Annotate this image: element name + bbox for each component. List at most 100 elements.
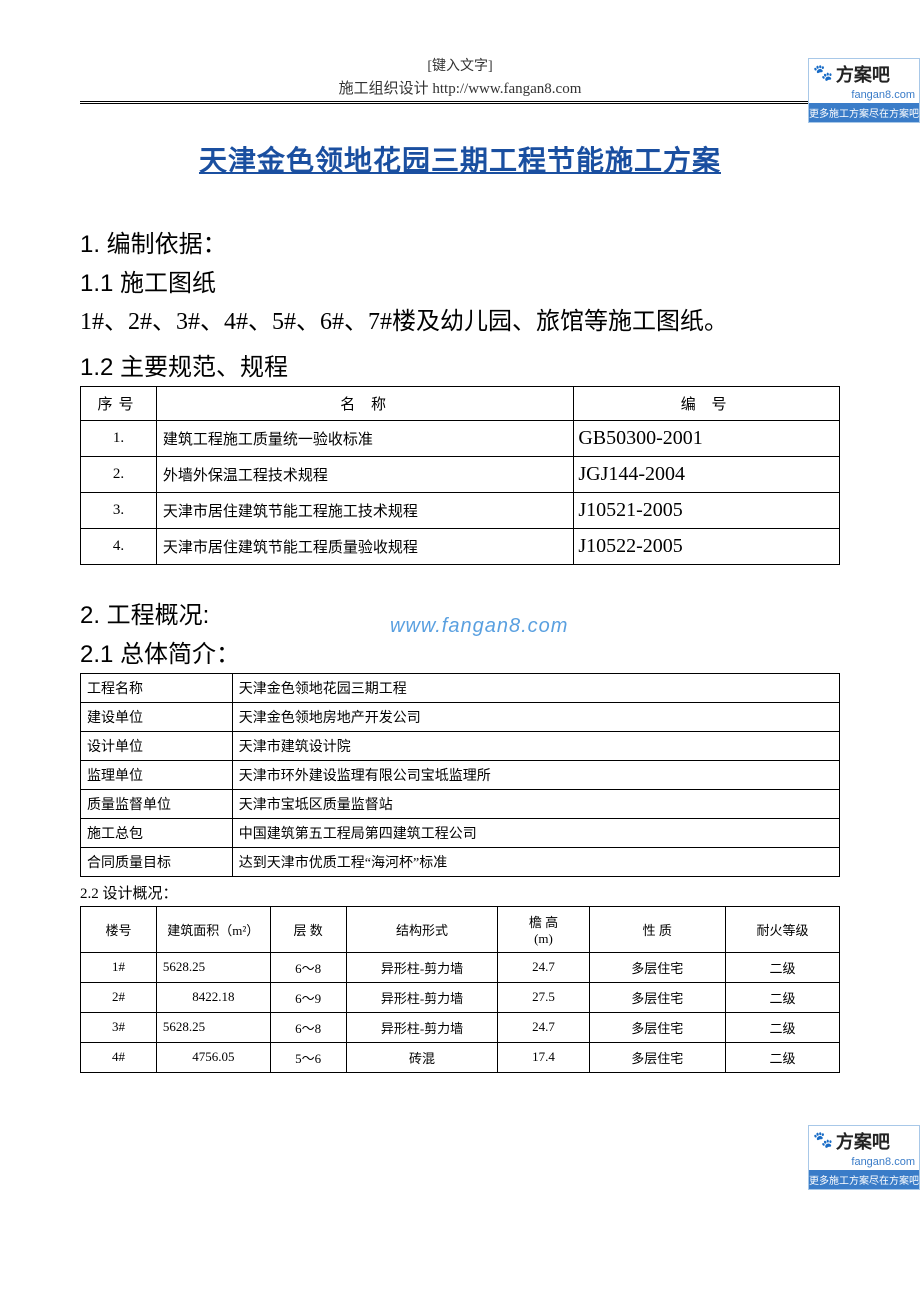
table-row: 1# 5628.25 6～8 异形柱-剪力墙 24.7 多层住宅 二级 bbox=[81, 952, 840, 982]
cell-name: 外墙外保温工程技术规程 bbox=[156, 456, 573, 492]
cell-seq: 1. bbox=[81, 420, 157, 456]
spec-table: 序号 名 称 编 号 1. 建筑工程施工质量统一验收标准 GB50300-200… bbox=[80, 386, 840, 565]
logo-top-row: 🐾 方案吧 bbox=[809, 59, 919, 89]
cell: 砖混 bbox=[346, 1042, 498, 1072]
info-label: 施工总包 bbox=[81, 818, 233, 847]
cell: 多层住宅 bbox=[589, 952, 726, 982]
info-label: 监理单位 bbox=[81, 760, 233, 789]
design-overview-table: 楼号 建筑面积（m²） 层 数 结构形式 檐 高 (m) 性 质 耐火等级 1#… bbox=[80, 906, 840, 1073]
cell: 1# bbox=[81, 952, 157, 982]
table-row: 2# 8422.18 6～9 异形柱-剪力墙 27.5 多层住宅 二级 bbox=[81, 982, 840, 1012]
info-label: 建设单位 bbox=[81, 702, 233, 731]
cell-code: J10521-2005 bbox=[574, 492, 840, 528]
logo-domain: fangan8.com bbox=[809, 1156, 919, 1170]
col-code-header: 编 号 bbox=[574, 386, 840, 420]
section-1-1-heading: 1.1 施工图纸 bbox=[80, 263, 840, 298]
section-1-1-body: 1#、2#、3#、4#、5#、6#、7#楼及幼儿园、旅馆等施工图纸。 bbox=[80, 302, 840, 343]
table-row: 工程名称天津金色领地花园三期工程 bbox=[81, 673, 840, 702]
cell: 二级 bbox=[726, 1012, 840, 1042]
table-row: 1. 建筑工程施工质量统一验收标准 GB50300-2001 bbox=[81, 420, 840, 456]
watermark-text: www.fangan8.com bbox=[390, 615, 568, 638]
cell: 多层住宅 bbox=[589, 982, 726, 1012]
table-header-row: 楼号 建筑面积（m²） 层 数 结构形式 檐 高 (m) 性 质 耐火等级 bbox=[81, 906, 840, 952]
table-row: 2. 外墙外保温工程技术规程 JGJ144-2004 bbox=[81, 456, 840, 492]
cell-name: 天津市居住建筑节能工程质量验收规程 bbox=[156, 528, 573, 564]
page-header: [键入文字] 施工组织设计 http://www.fangan8.com bbox=[80, 55, 840, 104]
table-row: 监理单位天津市环外建设监理有限公司宝坻监理所 bbox=[81, 760, 840, 789]
table-row: 3# 5628.25 6～8 异形柱-剪力墙 24.7 多层住宅 二级 bbox=[81, 1012, 840, 1042]
logo-domain: fangan8.com bbox=[809, 89, 919, 103]
cell: 4# bbox=[81, 1042, 157, 1072]
info-value: 天津金色领地花园三期工程 bbox=[232, 673, 839, 702]
table-row: 4. 天津市居住建筑节能工程质量验收规程 J10522-2005 bbox=[81, 528, 840, 564]
cell: 二级 bbox=[726, 1042, 840, 1072]
col-header: 耐火等级 bbox=[726, 906, 840, 952]
cell-name: 天津市居住建筑节能工程施工技术规程 bbox=[156, 492, 573, 528]
section-2-2-heading: 2.2 设计概况： bbox=[80, 882, 840, 903]
section-1-2-heading: 1.2 主要规范、规程 bbox=[80, 347, 840, 382]
cell: 6～9 bbox=[270, 982, 346, 1012]
cell-seq: 2. bbox=[81, 456, 157, 492]
project-info-table: 工程名称天津金色领地花园三期工程 建设单位天津金色领地房地产开发公司 设计单位天… bbox=[80, 673, 840, 877]
paw-icon: 🐾 bbox=[813, 1133, 833, 1149]
cell: 5628.25 bbox=[156, 1012, 270, 1042]
cell: 4756.05 bbox=[156, 1042, 270, 1072]
cell: 二级 bbox=[726, 952, 840, 982]
site-logo-top: 🐾 方案吧 fangan8.com 更多施工方案尽在方案吧 bbox=[808, 58, 920, 123]
document-page: [键入文字] 施工组织设计 http://www.fangan8.com 🐾 方… bbox=[0, 0, 920, 1113]
cell-seq: 3. bbox=[81, 492, 157, 528]
document-title: 天津金色领地花园三期工程节能施工方案 bbox=[80, 139, 840, 179]
col-header: 性 质 bbox=[589, 906, 726, 952]
cell: 异形柱-剪力墙 bbox=[346, 952, 498, 982]
cell: 多层住宅 bbox=[589, 1012, 726, 1042]
table-row: 设计单位天津市建筑设计院 bbox=[81, 731, 840, 760]
info-value: 天津金色领地房地产开发公司 bbox=[232, 702, 839, 731]
cell: 24.7 bbox=[498, 1012, 589, 1042]
cell: 27.5 bbox=[498, 982, 589, 1012]
section-2-1-heading: 2.1 总体简介： bbox=[80, 634, 840, 669]
paw-icon: 🐾 bbox=[813, 66, 833, 82]
cell: 17.4 bbox=[498, 1042, 589, 1072]
info-value: 达到天津市优质工程“海河杯”标准 bbox=[232, 847, 839, 876]
info-value: 中国建筑第五工程局第四建筑工程公司 bbox=[232, 818, 839, 847]
info-value: 天津市宝坻区质量监督站 bbox=[232, 789, 839, 818]
col-header: 层 数 bbox=[270, 906, 346, 952]
table-row: 建设单位天津金色领地房地产开发公司 bbox=[81, 702, 840, 731]
logo-tagline: 更多施工方案尽在方案吧 bbox=[809, 103, 919, 122]
col-header: 建筑面积（m²） bbox=[156, 906, 270, 952]
table-row: 4# 4756.05 5～6 砖混 17.4 多层住宅 二级 bbox=[81, 1042, 840, 1072]
info-value: 天津市环外建设监理有限公司宝坻监理所 bbox=[232, 760, 839, 789]
cell: 6～8 bbox=[270, 952, 346, 982]
col-header: 结构形式 bbox=[346, 906, 498, 952]
header-line: 施工组织设计 http://www.fangan8.com bbox=[80, 77, 840, 98]
cell: 24.7 bbox=[498, 952, 589, 982]
logo-tagline: 更多施工方案尽在方案吧 bbox=[809, 1170, 919, 1189]
header-placeholder: [键入文字] bbox=[80, 55, 840, 75]
info-label: 合同质量目标 bbox=[81, 847, 233, 876]
cell-code: GB50300-2001 bbox=[574, 420, 840, 456]
logo-top-row: 🐾 方案吧 bbox=[809, 1126, 919, 1156]
cell-seq: 4. bbox=[81, 528, 157, 564]
info-value: 天津市建筑设计院 bbox=[232, 731, 839, 760]
table-row: 质量监督单位天津市宝坻区质量监督站 bbox=[81, 789, 840, 818]
cell: 异形柱-剪力墙 bbox=[346, 1012, 498, 1042]
site-logo-bottom: 🐾 方案吧 fangan8.com 更多施工方案尽在方案吧 bbox=[808, 1125, 920, 1190]
cell: 6～8 bbox=[270, 1012, 346, 1042]
cell-code: J10522-2005 bbox=[574, 528, 840, 564]
table-row: 3. 天津市居住建筑节能工程施工技术规程 J10521-2005 bbox=[81, 492, 840, 528]
cell: 异形柱-剪力墙 bbox=[346, 982, 498, 1012]
col-header: 檐 高 (m) bbox=[498, 906, 589, 952]
table-row: 施工总包中国建筑第五工程局第四建筑工程公司 bbox=[81, 818, 840, 847]
cell: 二级 bbox=[726, 982, 840, 1012]
header-rule-thick bbox=[80, 101, 840, 102]
logo-brand: 方案吧 bbox=[836, 61, 890, 87]
logo-brand: 方案吧 bbox=[836, 1128, 890, 1154]
info-label: 工程名称 bbox=[81, 673, 233, 702]
section-1-heading: 1. 编制依据： bbox=[80, 224, 840, 259]
header-rule-thin bbox=[80, 103, 840, 104]
info-label: 质量监督单位 bbox=[81, 789, 233, 818]
cell-code: JGJ144-2004 bbox=[574, 456, 840, 492]
cell: 8422.18 bbox=[156, 982, 270, 1012]
col-seq-header: 序号 bbox=[81, 386, 157, 420]
cell: 5628.25 bbox=[156, 952, 270, 982]
